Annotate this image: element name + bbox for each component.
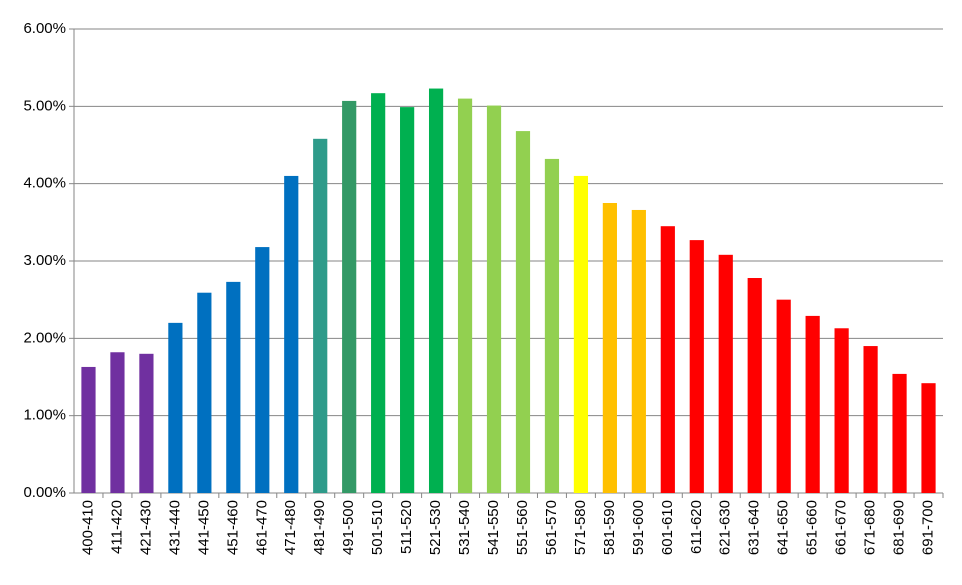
bar	[776, 299, 791, 493]
x-tick-label: 691-700	[919, 500, 936, 555]
bar	[313, 138, 328, 493]
x-tick-label: 441-450	[195, 500, 212, 555]
y-tick-label: 2.00%	[23, 329, 66, 346]
bar	[515, 131, 531, 493]
bar	[81, 366, 96, 493]
y-tick-label: 5.00%	[23, 97, 66, 114]
x-tick-label: 551-560	[514, 500, 531, 555]
x-tick-label: 461-470	[253, 500, 270, 555]
y-tick-label: 1.00%	[23, 407, 66, 424]
bar	[660, 226, 675, 493]
x-tick-label: 631-640	[746, 500, 763, 555]
bar	[486, 105, 502, 493]
x-tick-label: 601-610	[659, 500, 676, 555]
bar	[457, 98, 473, 493]
x-tick-label: 541-550	[485, 500, 502, 555]
x-tick-label: 561-570	[543, 500, 560, 555]
x-tick-label: 511-520	[398, 500, 415, 554]
bar	[342, 100, 357, 494]
x-tick-label: 621-630	[717, 500, 734, 555]
bar	[544, 158, 560, 494]
x-tick-label: 421-430	[137, 500, 154, 555]
bar	[892, 373, 907, 493]
x-tick-label: 481-490	[311, 500, 328, 555]
x-tick-label: 571-580	[572, 500, 589, 555]
x-tick-label: 661-670	[833, 500, 850, 555]
bar	[400, 107, 415, 494]
bar	[602, 203, 617, 493]
x-tick-label: 681-690	[891, 500, 908, 555]
bar	[197, 292, 212, 493]
x-tick-label: 491-500	[340, 500, 357, 555]
y-tick-label: 0.00%	[23, 484, 66, 501]
bar	[168, 322, 183, 493]
bar	[110, 352, 125, 493]
bar	[573, 175, 589, 493]
bar	[139, 353, 154, 493]
bar	[255, 247, 270, 493]
x-tick-label: 501-510	[369, 500, 386, 555]
bar	[689, 240, 704, 493]
bar	[226, 281, 241, 493]
bar	[863, 346, 878, 493]
x-tick-label: 671-680	[862, 500, 879, 555]
x-tick-label: 641-650	[775, 500, 792, 555]
x-tick-label: 400-410	[79, 500, 96, 555]
x-tick-label: 431-440	[166, 500, 183, 555]
x-tick-label: 581-590	[601, 500, 618, 555]
y-tick-label: 6.00%	[23, 20, 66, 37]
bar	[284, 175, 299, 493]
y-tick-label: 3.00%	[23, 252, 66, 269]
bar	[921, 383, 936, 493]
bar	[631, 209, 646, 493]
x-tick-label: 531-540	[456, 500, 473, 555]
bar	[805, 315, 820, 493]
bar	[371, 93, 386, 493]
y-tick-label: 4.00%	[23, 175, 66, 192]
bar	[428, 88, 444, 494]
bar	[747, 278, 762, 493]
x-tick-label: 591-600	[630, 500, 647, 555]
bar	[718, 254, 733, 493]
x-tick-label: 471-480	[282, 500, 299, 555]
x-tick-label: 451-460	[224, 500, 241, 555]
x-tick-label: 651-660	[804, 500, 821, 555]
x-tick-label: 411-420	[108, 500, 125, 554]
bar	[834, 328, 849, 493]
x-tick-label: 611-620	[688, 500, 705, 554]
x-tick-label: 521-530	[427, 500, 444, 555]
